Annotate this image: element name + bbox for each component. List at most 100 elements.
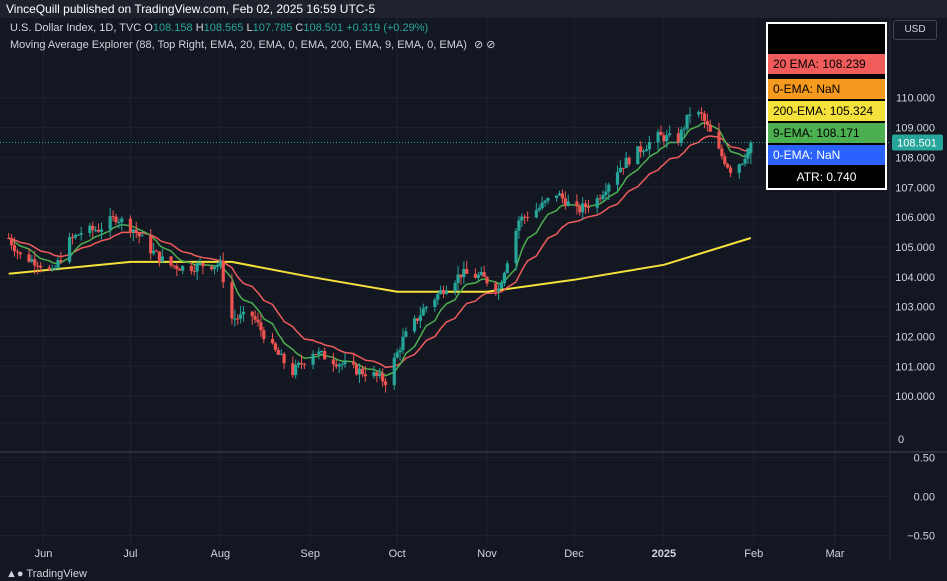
candle-body bbox=[444, 291, 449, 294]
candle-body bbox=[212, 266, 217, 270]
candle-body bbox=[665, 135, 669, 142]
candle-body bbox=[262, 330, 266, 340]
candle-body bbox=[175, 265, 179, 270]
candle-body bbox=[259, 322, 263, 331]
candle-body bbox=[99, 229, 104, 232]
candle-body bbox=[331, 359, 335, 365]
eye-off-icon[interactable]: ⊘ bbox=[473, 39, 484, 51]
candle-body bbox=[494, 283, 498, 292]
candle-body bbox=[7, 237, 11, 239]
candle-body bbox=[575, 201, 579, 207]
candle-body bbox=[273, 343, 278, 350]
candle-body bbox=[499, 283, 504, 289]
candle-body bbox=[627, 157, 631, 165]
candle-body bbox=[302, 364, 306, 366]
x-tick-label: Oct bbox=[389, 548, 406, 560]
candle-body bbox=[128, 218, 133, 233]
candle-body bbox=[439, 290, 443, 294]
candle-body bbox=[708, 124, 712, 132]
last-price-label: 108.501 bbox=[897, 137, 937, 149]
candle-body bbox=[210, 266, 214, 270]
candle-body bbox=[157, 251, 162, 262]
candle-body bbox=[679, 129, 683, 143]
candle-body bbox=[9, 238, 14, 246]
candle-body bbox=[621, 167, 625, 169]
candle-body bbox=[421, 308, 425, 316]
logo-icon: ▲● bbox=[6, 568, 24, 580]
publisher-line: VinceQuill published on TradingView.com,… bbox=[6, 2, 376, 16]
candle-body bbox=[479, 272, 483, 275]
candle-body bbox=[433, 299, 437, 308]
candle-body bbox=[557, 193, 562, 196]
candle-body bbox=[154, 250, 159, 252]
candle-body bbox=[685, 114, 689, 129]
candle-body bbox=[131, 229, 135, 233]
candle-body bbox=[514, 230, 518, 264]
candle-body bbox=[320, 351, 324, 353]
candle-body bbox=[456, 274, 460, 284]
candle-body bbox=[94, 230, 98, 232]
candle-body bbox=[108, 216, 112, 230]
time-axis: Jun Jul Aug Sep Oct Nov Dec 2025 Feb Mar bbox=[35, 548, 845, 560]
separator-label: 0 bbox=[898, 434, 904, 446]
candle-body bbox=[415, 318, 420, 321]
candle-body bbox=[73, 234, 77, 238]
x-tick-label: Dec bbox=[564, 548, 584, 560]
candle-body bbox=[15, 251, 19, 253]
candle-body bbox=[195, 263, 199, 272]
candle-body bbox=[198, 263, 202, 265]
x-tick-label: Jun bbox=[35, 548, 53, 560]
ema200-path bbox=[8, 237, 752, 293]
candle-body bbox=[201, 263, 205, 267]
candle-body bbox=[152, 250, 156, 254]
candle-body bbox=[36, 265, 40, 267]
candle-body bbox=[705, 120, 709, 125]
indicator-legend[interactable]: Moving Average Explorer (88, Top Right, … bbox=[10, 38, 495, 51]
low-label: L bbox=[246, 22, 253, 34]
candle-body bbox=[149, 235, 153, 254]
candle-body bbox=[520, 216, 524, 221]
candle-body bbox=[392, 357, 396, 386]
y-tick-label: 109.000 bbox=[895, 123, 935, 135]
high-value: 108.565 bbox=[203, 22, 244, 34]
candle-body bbox=[230, 282, 234, 319]
chart-area[interactable] bbox=[0, 18, 890, 558]
table-row-ema200: 200-EMA: 105.324 bbox=[768, 101, 885, 121]
ema9-path bbox=[8, 122, 752, 377]
y-tick-label: 103.000 bbox=[895, 302, 935, 314]
ema200-line bbox=[8, 237, 752, 293]
symbol-name: U.S. Dollar Index, 1D, TVC bbox=[10, 22, 142, 34]
candle-body bbox=[441, 290, 446, 294]
candle-body bbox=[702, 113, 707, 121]
footer bbox=[0, 566, 947, 581]
candle-body bbox=[505, 263, 509, 273]
currency-button[interactable]: USD bbox=[893, 20, 937, 40]
ema20-line bbox=[8, 135, 751, 369]
candle-body bbox=[299, 362, 304, 365]
candle-body bbox=[424, 307, 428, 309]
candle-body bbox=[615, 172, 620, 185]
candle-body bbox=[395, 352, 399, 358]
candle-body bbox=[53, 267, 57, 269]
candle-body bbox=[555, 195, 559, 199]
candle-body bbox=[169, 256, 173, 266]
candle-body bbox=[334, 364, 338, 367]
candle-body bbox=[294, 365, 298, 376]
candle-body bbox=[523, 216, 527, 218]
candle-body bbox=[357, 368, 362, 375]
eye-off-icon[interactable]: ⊘ bbox=[486, 39, 496, 51]
high-label: H bbox=[195, 22, 204, 34]
candle-body bbox=[740, 163, 744, 165]
candle-body bbox=[682, 128, 686, 130]
open-label: O bbox=[144, 22, 153, 34]
candle-body bbox=[459, 274, 463, 278]
close-value: 108.501 bbox=[303, 22, 344, 34]
candle-body bbox=[111, 216, 115, 218]
candle-body bbox=[418, 315, 422, 321]
candle-body bbox=[233, 318, 237, 320]
candle-body bbox=[360, 368, 364, 375]
candle-body bbox=[33, 259, 37, 266]
candle-body bbox=[601, 194, 605, 200]
candle-body bbox=[656, 131, 660, 143]
